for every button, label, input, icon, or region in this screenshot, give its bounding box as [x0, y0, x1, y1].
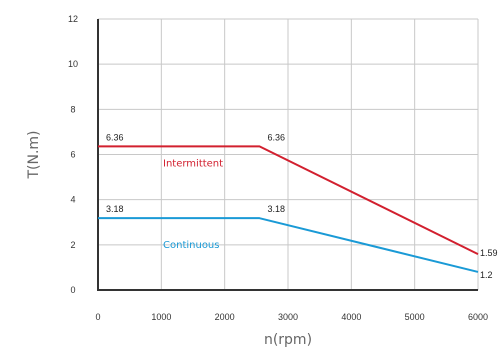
- point-value-label: 3.18: [106, 204, 124, 214]
- point-value-label: 6.36: [268, 132, 286, 142]
- series-name-label: Continuous: [163, 240, 219, 251]
- series-line-intermittent: [98, 145, 479, 255]
- x-tick-label: 6000: [468, 312, 488, 322]
- y-tick-label: 2: [70, 240, 75, 250]
- y-tick-label: 10: [68, 59, 78, 69]
- point-value-label: 1.2: [480, 270, 493, 280]
- axes: [97, 19, 478, 291]
- x-tick-label: 4000: [341, 312, 361, 322]
- y-tick-label: 8: [70, 104, 75, 114]
- y-tick-label: 12: [68, 14, 78, 24]
- x-tick-label: 1000: [151, 312, 171, 322]
- x-tick-label: 5000: [405, 312, 425, 322]
- y-tick-label: 6: [70, 150, 75, 160]
- series-line-continuous: [98, 217, 479, 273]
- point-value-label: 3.18: [268, 204, 286, 214]
- y-axis-title: T(N.m): [26, 130, 42, 179]
- point-labels: 6.36 6.36 1.59 Intermittent 3.18 3.18 1.2 Conti…: [106, 132, 498, 280]
- x-axis-title: n(rpm): [264, 332, 312, 348]
- grid: [98, 18, 479, 290]
- x-tick-labels: 0 1000 2000 3000 4000 5000 6000: [95, 312, 488, 322]
- series-lines: [98, 145, 479, 273]
- series-name-label: Intermittent: [163, 158, 223, 169]
- x-tick-label: 2000: [215, 312, 235, 322]
- y-tick-label: 4: [70, 195, 75, 205]
- point-value-label: 1.59: [480, 248, 498, 258]
- y-tick-label: 0: [70, 285, 75, 295]
- x-tick-label: 3000: [278, 312, 298, 322]
- point-value-label: 6.36: [106, 132, 124, 142]
- x-tick-label: 0: [95, 312, 100, 322]
- y-tick-labels: 0 2 4 6 8 10 12: [68, 14, 78, 295]
